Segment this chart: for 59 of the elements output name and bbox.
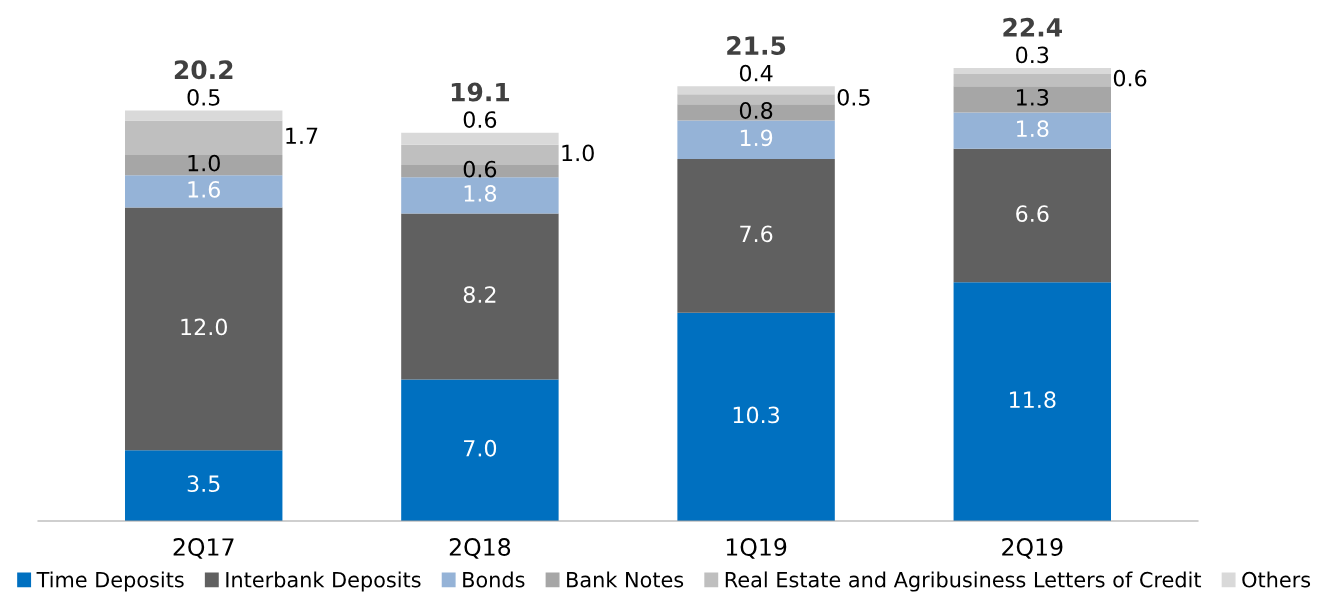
bar — [401, 132, 559, 145]
data-label: 8.2 — [463, 286, 496, 303]
total-label: 21.5 — [727, 36, 786, 55]
data-label: 0.6 — [1113, 69, 1147, 87]
bar — [401, 213, 559, 380]
bar — [125, 450, 283, 521]
bar — [677, 158, 835, 313]
data-label: 10.3 — [733, 406, 780, 424]
data-label: 6.6 — [1016, 205, 1049, 223]
bar — [677, 312, 835, 521]
data-label: 1.0 — [562, 144, 594, 162]
bar — [125, 110, 283, 121]
x-tick-label: 1Q19 — [726, 538, 787, 559]
total-label: 22.4 — [1003, 17, 1062, 37]
data-label: 0.6 — [463, 160, 497, 178]
bar — [401, 379, 559, 521]
bar — [677, 120, 835, 159]
data-label: 7.6 — [740, 225, 773, 243]
bar — [953, 282, 1111, 521]
data-label: 1.8 — [1017, 120, 1049, 138]
data-label: 1.9 — [740, 129, 773, 147]
bar — [677, 104, 835, 121]
bar — [125, 175, 283, 208]
legend-label: Bonds — [463, 571, 525, 588]
x-tick-label: 2Q17 — [173, 538, 234, 559]
data-label: 0.4 — [739, 64, 773, 82]
data-label: 0.5 — [837, 88, 870, 106]
bar — [125, 154, 283, 176]
total-label: 19.1 — [451, 82, 510, 102]
bar — [953, 148, 1111, 283]
bar — [953, 112, 1111, 149]
data-label: 1.0 — [188, 154, 220, 172]
data-label: 1.6 — [188, 180, 220, 198]
x-tick-label: 2Q19 — [1002, 538, 1063, 559]
data-label: 0.5 — [187, 88, 220, 106]
data-label: 0.3 — [1016, 46, 1049, 64]
data-label: 12.0 — [181, 318, 227, 336]
legend-label: Time Deposits — [36, 571, 184, 592]
data-label: 1.8 — [464, 185, 497, 202]
data-label: 3.5 — [187, 475, 220, 493]
bar — [125, 120, 283, 155]
legend-label: Interbank Deposits — [226, 571, 421, 592]
bar — [953, 86, 1111, 113]
data-label: 1.3 — [1017, 88, 1049, 106]
data-label: 11.8 — [1009, 391, 1056, 409]
data-label: 0.6 — [463, 111, 497, 128]
data-label: 0.8 — [739, 102, 773, 119]
bar — [953, 74, 1111, 87]
bar — [125, 207, 283, 451]
data-label: 7.0 — [464, 439, 497, 457]
bar — [401, 177, 559, 214]
total-label: 20.2 — [174, 60, 233, 80]
legend-label: Bank Notes — [567, 571, 684, 588]
legend-label: Real Estate and Agribusiness Letters of Credit — [725, 571, 1202, 592]
bar — [953, 67, 1111, 75]
data-label: 1.7 — [286, 127, 318, 144]
legend-label: Others — [1242, 571, 1311, 588]
bar — [677, 86, 835, 95]
x-tick-label: 2Q18 — [449, 538, 511, 559]
